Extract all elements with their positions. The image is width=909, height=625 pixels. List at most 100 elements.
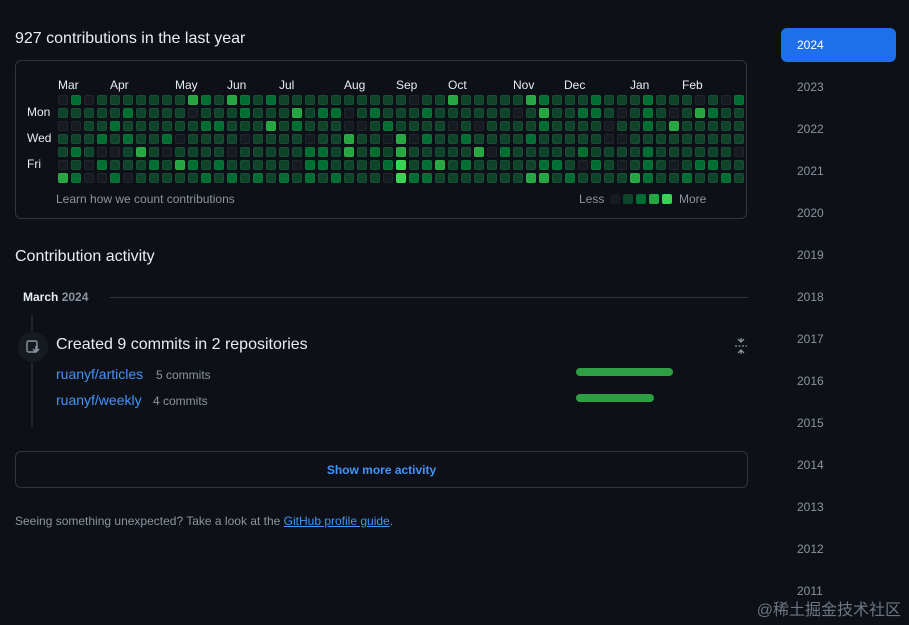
- contribution-day-cell[interactable]: [643, 95, 653, 105]
- year-link-2018[interactable]: 2018: [797, 290, 824, 304]
- contribution-day-cell[interactable]: [97, 95, 107, 105]
- contribution-day-cell[interactable]: [604, 134, 614, 144]
- contribution-day-cell[interactable]: [149, 160, 159, 170]
- contribution-day-cell[interactable]: [370, 108, 380, 118]
- contribution-day-cell[interactable]: [461, 95, 471, 105]
- contribution-day-cell[interactable]: [396, 160, 406, 170]
- contribution-day-cell[interactable]: [565, 160, 575, 170]
- repo-commit-count-articles[interactable]: 5 commits: [156, 368, 211, 382]
- contribution-day-cell[interactable]: [71, 134, 81, 144]
- contribution-day-cell[interactable]: [708, 160, 718, 170]
- contribution-day-cell[interactable]: [227, 160, 237, 170]
- contribution-day-cell[interactable]: [578, 95, 588, 105]
- contribution-day-cell[interactable]: [383, 108, 393, 118]
- contribution-day-cell[interactable]: [656, 121, 666, 131]
- contribution-day-cell[interactable]: [318, 173, 328, 183]
- contribution-day-cell[interactable]: [279, 160, 289, 170]
- contribution-day-cell[interactable]: [110, 108, 120, 118]
- contribution-day-cell[interactable]: [708, 121, 718, 131]
- contribution-day-cell[interactable]: [695, 160, 705, 170]
- contribution-day-cell[interactable]: [110, 95, 120, 105]
- contribution-day-cell[interactable]: [630, 121, 640, 131]
- contribution-day-cell[interactable]: [331, 121, 341, 131]
- contribution-day-cell[interactable]: [292, 95, 302, 105]
- contribution-day-cell[interactable]: [253, 108, 263, 118]
- contribution-day-cell[interactable]: [110, 160, 120, 170]
- contribution-day-cell[interactable]: [305, 134, 315, 144]
- contribution-day-cell[interactable]: [487, 160, 497, 170]
- contribution-day-cell[interactable]: [240, 173, 250, 183]
- contribution-day-cell[interactable]: [84, 147, 94, 157]
- contribution-day-cell[interactable]: [97, 108, 107, 118]
- contribution-day-cell[interactable]: [734, 121, 744, 131]
- contribution-day-cell[interactable]: [500, 173, 510, 183]
- contribution-day-cell[interactable]: [305, 160, 315, 170]
- contribution-day-cell[interactable]: [643, 160, 653, 170]
- contribution-day-cell[interactable]: [123, 160, 133, 170]
- contribution-day-cell[interactable]: [656, 173, 666, 183]
- contribution-day-cell[interactable]: [370, 173, 380, 183]
- contribution-day-cell[interactable]: [292, 108, 302, 118]
- contribution-day-cell[interactable]: [708, 95, 718, 105]
- contribution-day-cell[interactable]: [318, 108, 328, 118]
- contribution-day-cell[interactable]: [71, 108, 81, 118]
- contribution-day-cell[interactable]: [630, 173, 640, 183]
- contribution-day-cell[interactable]: [734, 160, 744, 170]
- contribution-day-cell[interactable]: [162, 95, 172, 105]
- contribution-day-cell[interactable]: [71, 95, 81, 105]
- contribution-day-cell[interactable]: [630, 147, 640, 157]
- contribution-day-cell[interactable]: [253, 147, 263, 157]
- contribution-day-cell[interactable]: [266, 160, 276, 170]
- contribution-day-cell[interactable]: [617, 108, 627, 118]
- contribution-day-cell[interactable]: [357, 134, 367, 144]
- contribution-day-cell[interactable]: [383, 95, 393, 105]
- contribution-day-cell[interactable]: [396, 147, 406, 157]
- contribution-day-cell[interactable]: [370, 147, 380, 157]
- contribution-day-cell[interactable]: [97, 160, 107, 170]
- contribution-day-cell[interactable]: [617, 160, 627, 170]
- contribution-day-cell[interactable]: [149, 121, 159, 131]
- contribution-day-cell[interactable]: [487, 121, 497, 131]
- contribution-day-cell[interactable]: [669, 121, 679, 131]
- year-link-2021[interactable]: 2021: [797, 164, 824, 178]
- contribution-day-cell[interactable]: [604, 160, 614, 170]
- contribution-day-cell[interactable]: [318, 134, 328, 144]
- contribution-day-cell[interactable]: [721, 108, 731, 118]
- contribution-day-cell[interactable]: [58, 95, 68, 105]
- contribution-day-cell[interactable]: [383, 160, 393, 170]
- contribution-day-cell[interactable]: [448, 108, 458, 118]
- contribution-day-cell[interactable]: [708, 108, 718, 118]
- contribution-day-cell[interactable]: [500, 121, 510, 131]
- contribution-day-cell[interactable]: [656, 134, 666, 144]
- contribution-day-cell[interactable]: [539, 134, 549, 144]
- contribution-day-cell[interactable]: [474, 121, 484, 131]
- contribution-day-cell[interactable]: [448, 173, 458, 183]
- contribution-day-cell[interactable]: [721, 95, 731, 105]
- contribution-day-cell[interactable]: [565, 134, 575, 144]
- contribution-day-cell[interactable]: [253, 160, 263, 170]
- contribution-day-cell[interactable]: [110, 121, 120, 131]
- contribution-day-cell[interactable]: [435, 134, 445, 144]
- contribution-day-cell[interactable]: [383, 173, 393, 183]
- contribution-day-cell[interactable]: [604, 108, 614, 118]
- contribution-day-cell[interactable]: [344, 95, 354, 105]
- contribution-day-cell[interactable]: [513, 108, 523, 118]
- contribution-day-cell[interactable]: [292, 147, 302, 157]
- contribution-day-cell[interactable]: [435, 95, 445, 105]
- contribution-day-cell[interactable]: [422, 160, 432, 170]
- contribution-day-cell[interactable]: [513, 173, 523, 183]
- contribution-day-cell[interactable]: [123, 134, 133, 144]
- contribution-day-cell[interactable]: [695, 173, 705, 183]
- contribution-day-cell[interactable]: [162, 121, 172, 131]
- contribution-day-cell[interactable]: [656, 108, 666, 118]
- contribution-day-cell[interactable]: [604, 95, 614, 105]
- contribution-day-cell[interactable]: [97, 173, 107, 183]
- contribution-day-cell[interactable]: [227, 147, 237, 157]
- contribution-day-cell[interactable]: [149, 173, 159, 183]
- contribution-day-cell[interactable]: [305, 108, 315, 118]
- contribution-day-cell[interactable]: [617, 121, 627, 131]
- contribution-day-cell[interactable]: [409, 95, 419, 105]
- contribution-day-cell[interactable]: [734, 147, 744, 157]
- contribution-day-cell[interactable]: [630, 95, 640, 105]
- contribution-day-cell[interactable]: [188, 160, 198, 170]
